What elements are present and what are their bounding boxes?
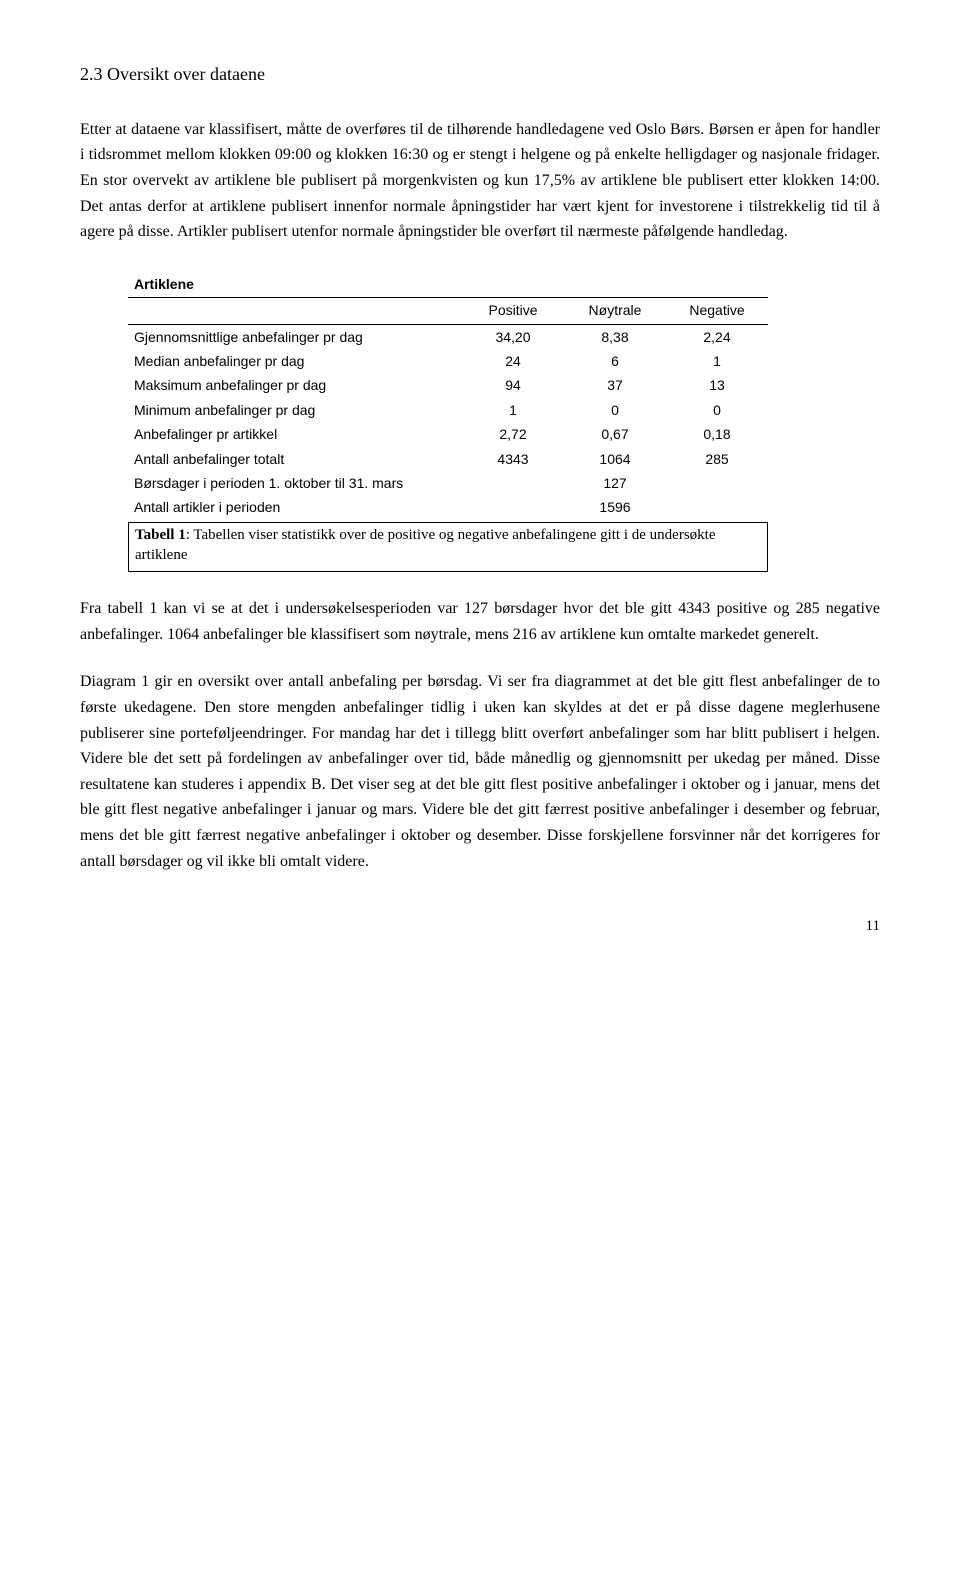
row-value xyxy=(462,495,564,522)
table-container: Artiklene Positive Nøytrale Negative Gje… xyxy=(128,267,768,572)
paragraph-2: Fra tabell 1 kan vi se at det i undersøk… xyxy=(80,596,880,647)
table-row: Børsdager i perioden 1. oktober til 31. … xyxy=(128,471,768,495)
row-label: Anbefalinger pr artikkel xyxy=(128,422,462,446)
row-label: Minimum anbefalinger pr dag xyxy=(128,398,462,422)
row-value: 24 xyxy=(462,349,564,373)
row-value: 0 xyxy=(564,398,666,422)
row-label: Gjennomsnittlige anbefalinger pr dag xyxy=(128,324,462,349)
table-row: Antall artikler i perioden 1596 xyxy=(128,495,768,522)
row-value: 127 xyxy=(564,471,666,495)
paragraph-3: Diagram 1 gir en oversikt over antall an… xyxy=(80,669,880,874)
row-value: 285 xyxy=(666,447,768,471)
row-value: 1 xyxy=(462,398,564,422)
row-value: 2,72 xyxy=(462,422,564,446)
row-value: 4343 xyxy=(462,447,564,471)
row-label: Median anbefalinger pr dag xyxy=(128,349,462,373)
row-label: Børsdager i perioden 1. oktober til 31. … xyxy=(128,471,462,495)
artiklene-table: Artiklene Positive Nøytrale Negative Gje… xyxy=(128,267,768,523)
row-value: 8,38 xyxy=(564,324,666,349)
table-row: Antall anbefalinger totalt43431064285 xyxy=(128,447,768,471)
page-number: 11 xyxy=(80,914,880,938)
row-value: 13 xyxy=(666,373,768,397)
table-caption: Tabell 1: Tabellen viser statistikk over… xyxy=(128,522,768,573)
table-title: Artiklene xyxy=(128,267,768,298)
row-value: 0 xyxy=(666,398,768,422)
row-label: Antall anbefalinger totalt xyxy=(128,447,462,471)
table-col-0 xyxy=(128,298,462,324)
row-value: 2,24 xyxy=(666,324,768,349)
table-col-negative: Negative xyxy=(666,298,768,324)
caption-label: Tabell 1 xyxy=(135,527,186,543)
row-label: Maksimum anbefalinger pr dag xyxy=(128,373,462,397)
row-value: 34,20 xyxy=(462,324,564,349)
row-value xyxy=(666,495,768,522)
row-value: 37 xyxy=(564,373,666,397)
row-value xyxy=(666,471,768,495)
row-value xyxy=(462,471,564,495)
table-col-positive: Positive xyxy=(462,298,564,324)
section-heading: 2.3 Oversikt over dataene xyxy=(80,60,880,89)
paragraph-1: Etter at dataene var klassifisert, måtte… xyxy=(80,117,880,245)
caption-text: : Tabellen viser statistikk over de posi… xyxy=(135,527,716,563)
row-value: 94 xyxy=(462,373,564,397)
row-value: 1064 xyxy=(564,447,666,471)
table-row: Median anbefalinger pr dag2461 xyxy=(128,349,768,373)
table-row: Minimum anbefalinger pr dag100 xyxy=(128,398,768,422)
row-value: 0,67 xyxy=(564,422,666,446)
table-row: Gjennomsnittlige anbefalinger pr dag34,2… xyxy=(128,324,768,349)
row-label: Antall artikler i perioden xyxy=(128,495,462,522)
row-value: 1 xyxy=(666,349,768,373)
row-value: 6 xyxy=(564,349,666,373)
row-value: 0,18 xyxy=(666,422,768,446)
table-col-noytrale: Nøytrale xyxy=(564,298,666,324)
table-row: Anbefalinger pr artikkel2,720,670,18 xyxy=(128,422,768,446)
table-row: Maksimum anbefalinger pr dag943713 xyxy=(128,373,768,397)
row-value: 1596 xyxy=(564,495,666,522)
